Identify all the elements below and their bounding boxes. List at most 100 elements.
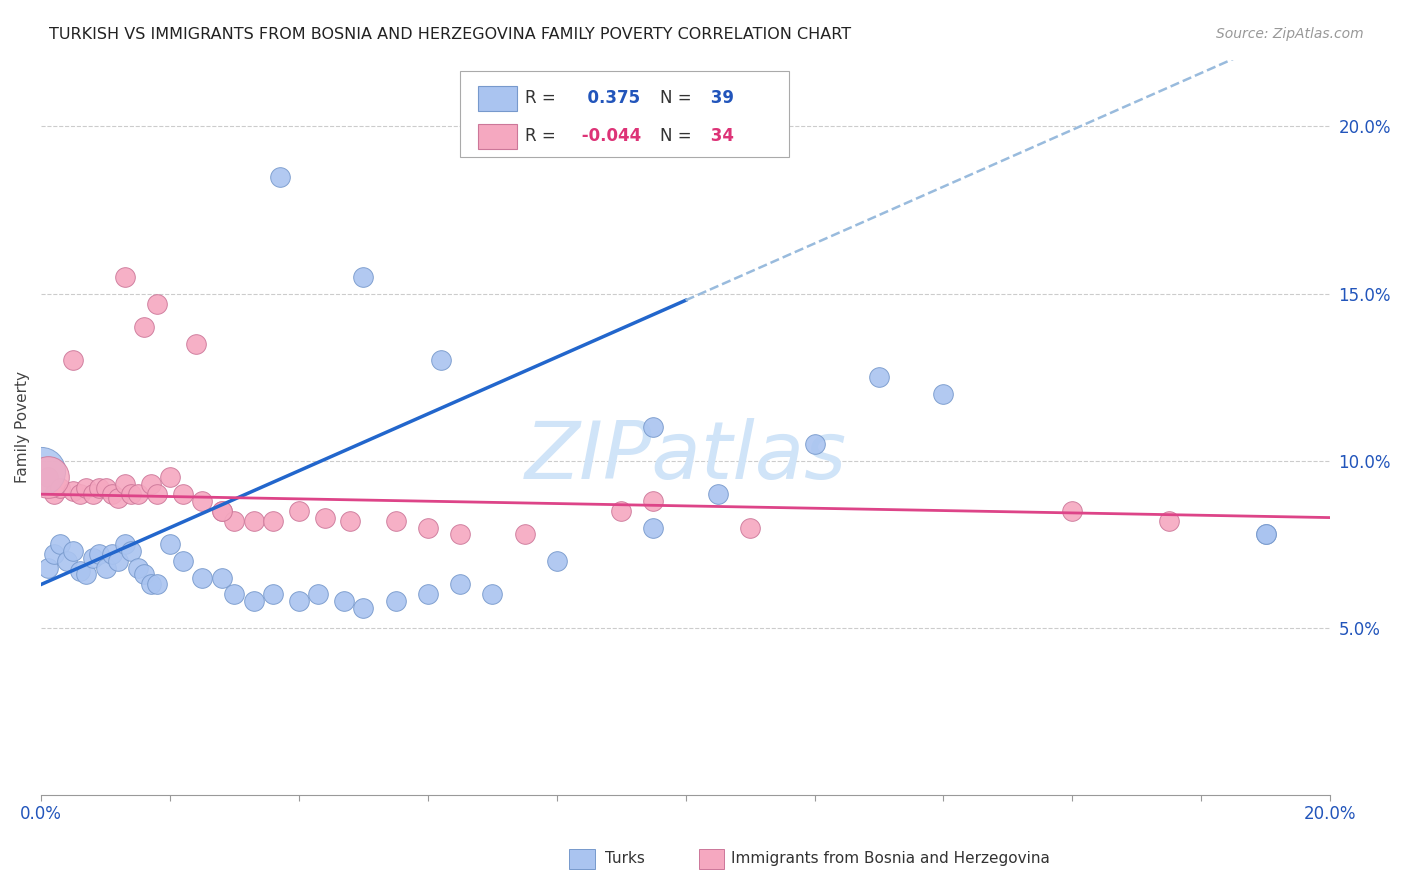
Point xyxy=(416,587,439,601)
FancyBboxPatch shape xyxy=(478,124,517,149)
Point xyxy=(384,514,406,528)
Point xyxy=(416,521,439,535)
Point xyxy=(69,487,91,501)
Point xyxy=(94,481,117,495)
Y-axis label: Family Poverty: Family Poverty xyxy=(15,371,30,483)
Point xyxy=(243,514,266,528)
Text: N =: N = xyxy=(659,89,692,107)
Point xyxy=(269,169,291,184)
Point xyxy=(37,470,59,484)
Point xyxy=(211,571,233,585)
Point xyxy=(1157,514,1180,528)
Point xyxy=(75,567,97,582)
Point xyxy=(120,544,142,558)
Point xyxy=(1254,527,1277,541)
Point xyxy=(134,320,156,334)
Point xyxy=(243,594,266,608)
FancyBboxPatch shape xyxy=(460,70,789,157)
Point xyxy=(62,353,84,368)
Text: Source: ZipAtlas.com: Source: ZipAtlas.com xyxy=(1216,27,1364,41)
Point xyxy=(1062,504,1084,518)
Point xyxy=(643,494,665,508)
Point xyxy=(75,481,97,495)
Text: 0.375: 0.375 xyxy=(576,89,640,107)
Point xyxy=(56,554,79,568)
Point xyxy=(307,587,329,601)
Point xyxy=(191,571,214,585)
Point xyxy=(82,550,104,565)
Point xyxy=(352,269,374,284)
Point xyxy=(449,527,471,541)
Point xyxy=(101,487,124,501)
Point xyxy=(707,487,730,501)
Point xyxy=(146,577,169,591)
Point xyxy=(384,594,406,608)
Point xyxy=(262,587,284,601)
Text: Immigrants from Bosnia and Herzegovina: Immigrants from Bosnia and Herzegovina xyxy=(731,851,1050,865)
Text: TURKISH VS IMMIGRANTS FROM BOSNIA AND HERZEGOVINA FAMILY POVERTY CORRELATION CHA: TURKISH VS IMMIGRANTS FROM BOSNIA AND HE… xyxy=(49,27,852,42)
Point xyxy=(333,594,356,608)
Text: ZIPatlas: ZIPatlas xyxy=(524,417,846,496)
Point xyxy=(69,564,91,578)
Point xyxy=(62,544,84,558)
Point xyxy=(932,387,955,401)
Point xyxy=(172,554,194,568)
Point xyxy=(146,296,169,310)
Point xyxy=(643,521,665,535)
Point xyxy=(42,487,65,501)
Point xyxy=(107,491,129,505)
Point xyxy=(82,487,104,501)
Point xyxy=(146,487,169,501)
Point xyxy=(288,594,311,608)
Point xyxy=(114,537,136,551)
Point xyxy=(114,269,136,284)
Point xyxy=(449,577,471,591)
Point xyxy=(134,567,156,582)
Point xyxy=(172,487,194,501)
Point xyxy=(114,477,136,491)
Point xyxy=(94,560,117,574)
Point xyxy=(429,353,451,368)
Text: -0.044: -0.044 xyxy=(576,128,641,145)
Point xyxy=(481,587,503,601)
Point xyxy=(184,336,207,351)
Text: N =: N = xyxy=(659,128,692,145)
Point xyxy=(127,560,149,574)
Point xyxy=(288,504,311,518)
Point xyxy=(62,483,84,498)
Point xyxy=(139,577,162,591)
Point xyxy=(643,420,665,434)
Point xyxy=(87,547,110,561)
Point xyxy=(107,554,129,568)
FancyBboxPatch shape xyxy=(478,86,517,111)
Point xyxy=(49,481,72,495)
Point xyxy=(37,470,59,484)
Text: 34: 34 xyxy=(704,128,734,145)
Point xyxy=(87,481,110,495)
Point xyxy=(513,527,536,541)
Point xyxy=(610,504,633,518)
Point xyxy=(738,521,761,535)
Point xyxy=(191,494,214,508)
Point xyxy=(1254,527,1277,541)
Point xyxy=(868,370,890,384)
Point xyxy=(262,514,284,528)
Point xyxy=(803,437,825,451)
Point xyxy=(30,464,52,478)
Point xyxy=(159,537,181,551)
Point xyxy=(211,504,233,518)
Point xyxy=(211,504,233,518)
Text: 39: 39 xyxy=(704,89,734,107)
Point xyxy=(339,514,361,528)
Point xyxy=(139,477,162,491)
Point xyxy=(224,514,246,528)
Point xyxy=(49,537,72,551)
Point xyxy=(37,560,59,574)
Point xyxy=(546,554,568,568)
Point xyxy=(314,510,336,524)
Point xyxy=(352,600,374,615)
Point xyxy=(120,487,142,501)
Point xyxy=(224,587,246,601)
Text: R =: R = xyxy=(524,89,555,107)
Text: R =: R = xyxy=(524,128,555,145)
